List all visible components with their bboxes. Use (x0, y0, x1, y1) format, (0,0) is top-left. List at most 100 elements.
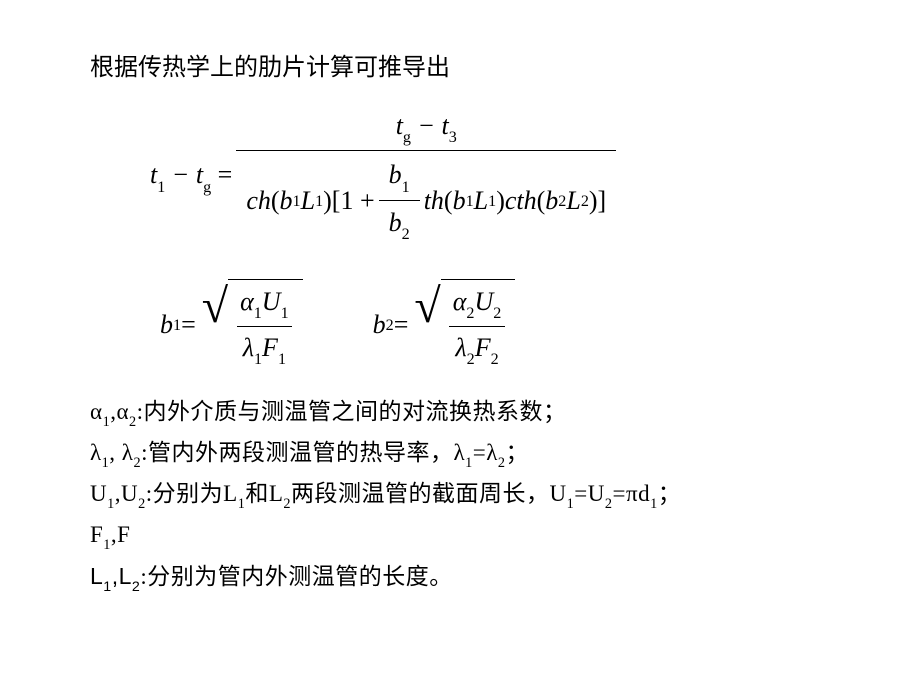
b2-alpha-sub: 2 (466, 305, 474, 322)
tg: t (196, 160, 203, 189)
L1b-sub: 1 (488, 190, 496, 214)
minus: − (172, 160, 196, 189)
tg-sub: g (203, 179, 211, 196)
b2-sub: 2 (558, 190, 566, 214)
def-F: F1,F (90, 518, 830, 555)
b2-alpha: α (453, 287, 467, 316)
num-t3-sub: 3 (449, 129, 457, 146)
alpha-text: :内外介质与测温管之间的对流换热系数； (137, 399, 567, 424)
U-d1: 1 (650, 496, 658, 512)
b1-equation: b1 = √ α1U1 λ1F1 (160, 279, 303, 370)
b2-eq-sign: = (394, 305, 409, 344)
U-L2s: 2 (283, 496, 291, 512)
b1-lambda-sub: 1 (254, 351, 262, 368)
lambda-e2: 2 (498, 455, 506, 471)
lambda-e1: 1 (465, 455, 473, 471)
main-equation: t1 − tg = tg − t3 ch ( b1 L1 ) [1 + b1 b… (150, 104, 830, 249)
alpha-sym: α (90, 399, 103, 424)
L1: L (301, 181, 315, 220)
b1-den: λ1F1 (237, 326, 292, 370)
b1-F: F (262, 333, 278, 362)
lambda-text: :管内外两段测温管的热导率， (141, 440, 453, 465)
lambda-sym: λ (90, 440, 102, 465)
cth: cth (505, 181, 537, 220)
def-lambda: λ1, λ2:管内外两段测温管的热导率，λ1=λ2； (90, 436, 830, 473)
b1-num: α1U1 (234, 282, 295, 325)
inner-den: b2 (379, 200, 420, 247)
inner-b1-sub: 1 (402, 179, 410, 196)
sqrt-icon: √ (202, 285, 228, 376)
def-U: U1,U2:分别为L1和L2两段测温管的截面周长，U1=U2=πd1； (90, 477, 830, 514)
numerator: tg − t3 (386, 104, 467, 150)
open-paren-2: ( (444, 181, 453, 220)
def-alpha: α1,α2:内外介质与测温管之间的对流换热系数； (90, 395, 830, 432)
t1-sub: 1 (157, 179, 165, 196)
b2-U-sub: 2 (493, 305, 501, 322)
L-sym: L (90, 563, 103, 589)
b1-lambda: λ (243, 333, 254, 362)
L1b: L (474, 181, 488, 220)
b1-U: U (262, 287, 281, 316)
th: th (424, 181, 444, 220)
b1-alpha-sub: 1 (254, 305, 262, 322)
close-paren-2: ) (496, 181, 505, 220)
b2-equation: b2 = √ α2U2 λ2F2 (373, 279, 516, 370)
U-mid: ,U (115, 481, 138, 506)
U-text1: :分别为L (146, 481, 238, 506)
inner-b2: b (389, 208, 402, 237)
close-paren-1: ) (323, 181, 332, 220)
U-text3: 两段测温管的截面周长，U (291, 481, 567, 506)
inner-fraction: b1 b2 (379, 153, 420, 247)
sqrt-icon: √ (414, 285, 440, 376)
b2-num: α2U2 (447, 282, 508, 325)
num-tg: t (396, 111, 403, 140)
b2-sqrt: √ α2U2 λ2F2 (414, 279, 515, 370)
b2-F: F (475, 333, 491, 362)
b1-sub: 1 (293, 190, 301, 214)
b2-lambda-sub: 2 (467, 351, 475, 368)
b2: b (545, 181, 558, 220)
U-end: ； (658, 481, 682, 506)
inner-num: b1 (379, 153, 420, 199)
b2-lhs: b (373, 305, 386, 344)
close-paren-3: )] (589, 181, 606, 220)
L-s1: 1 (103, 579, 111, 595)
U-s2: 2 (138, 496, 146, 512)
open-paren-1: ( (271, 181, 280, 220)
b2-den: λ2F2 (449, 326, 504, 370)
b-equations: b1 = √ α1U1 λ1F1 b2 = √ α2U2 (160, 279, 830, 370)
U-L1s: 1 (238, 496, 246, 512)
inner-b2-sub: 2 (402, 226, 410, 243)
F-mid: ,F (111, 522, 131, 547)
num-t3: t (442, 111, 449, 140)
lambda-mid: , λ (109, 440, 133, 465)
L2: L (566, 181, 580, 220)
L-text: :分别为管内外测温管的长度。 (140, 564, 452, 589)
inner-b1: b (389, 160, 402, 189)
lambda-s1: 1 (102, 455, 110, 471)
alpha-s1: 1 (103, 414, 111, 430)
lhs: t1 − tg = (150, 155, 232, 197)
L2-sub: 2 (581, 190, 589, 214)
F-sym: F (90, 522, 103, 547)
lambda-eq: λ (453, 440, 465, 465)
b1-lhs-sub: 1 (173, 314, 181, 338)
b2-lambda: λ (455, 333, 466, 362)
formula-block: t1 − tg = tg − t3 ch ( b1 L1 ) [1 + b1 b… (150, 104, 830, 370)
eq-sign: = (218, 160, 233, 189)
ch: ch (246, 181, 271, 220)
b2-lhs-sub: 2 (386, 314, 394, 338)
denominator: ch ( b1 L1 ) [1 + b1 b2 th ( b1 L1 ) cth… (236, 150, 616, 249)
F-s1: 1 (103, 537, 111, 553)
alpha-comma: ,α (110, 399, 129, 424)
b1-sqrt-body: α1U1 λ1F1 (228, 279, 303, 370)
b1-lhs: b (160, 305, 173, 344)
lambda-eqs: =λ (473, 440, 498, 465)
intro-text: 根据传热学上的肋片计算可推导出 (90, 50, 830, 86)
lambda-s2: 2 (133, 455, 141, 471)
U-u2: 2 (605, 496, 613, 512)
b1-F-sub: 1 (278, 351, 286, 368)
L1-sub: 1 (315, 190, 323, 214)
U-text2: 和L (245, 481, 283, 506)
b2-U: U (474, 287, 493, 316)
